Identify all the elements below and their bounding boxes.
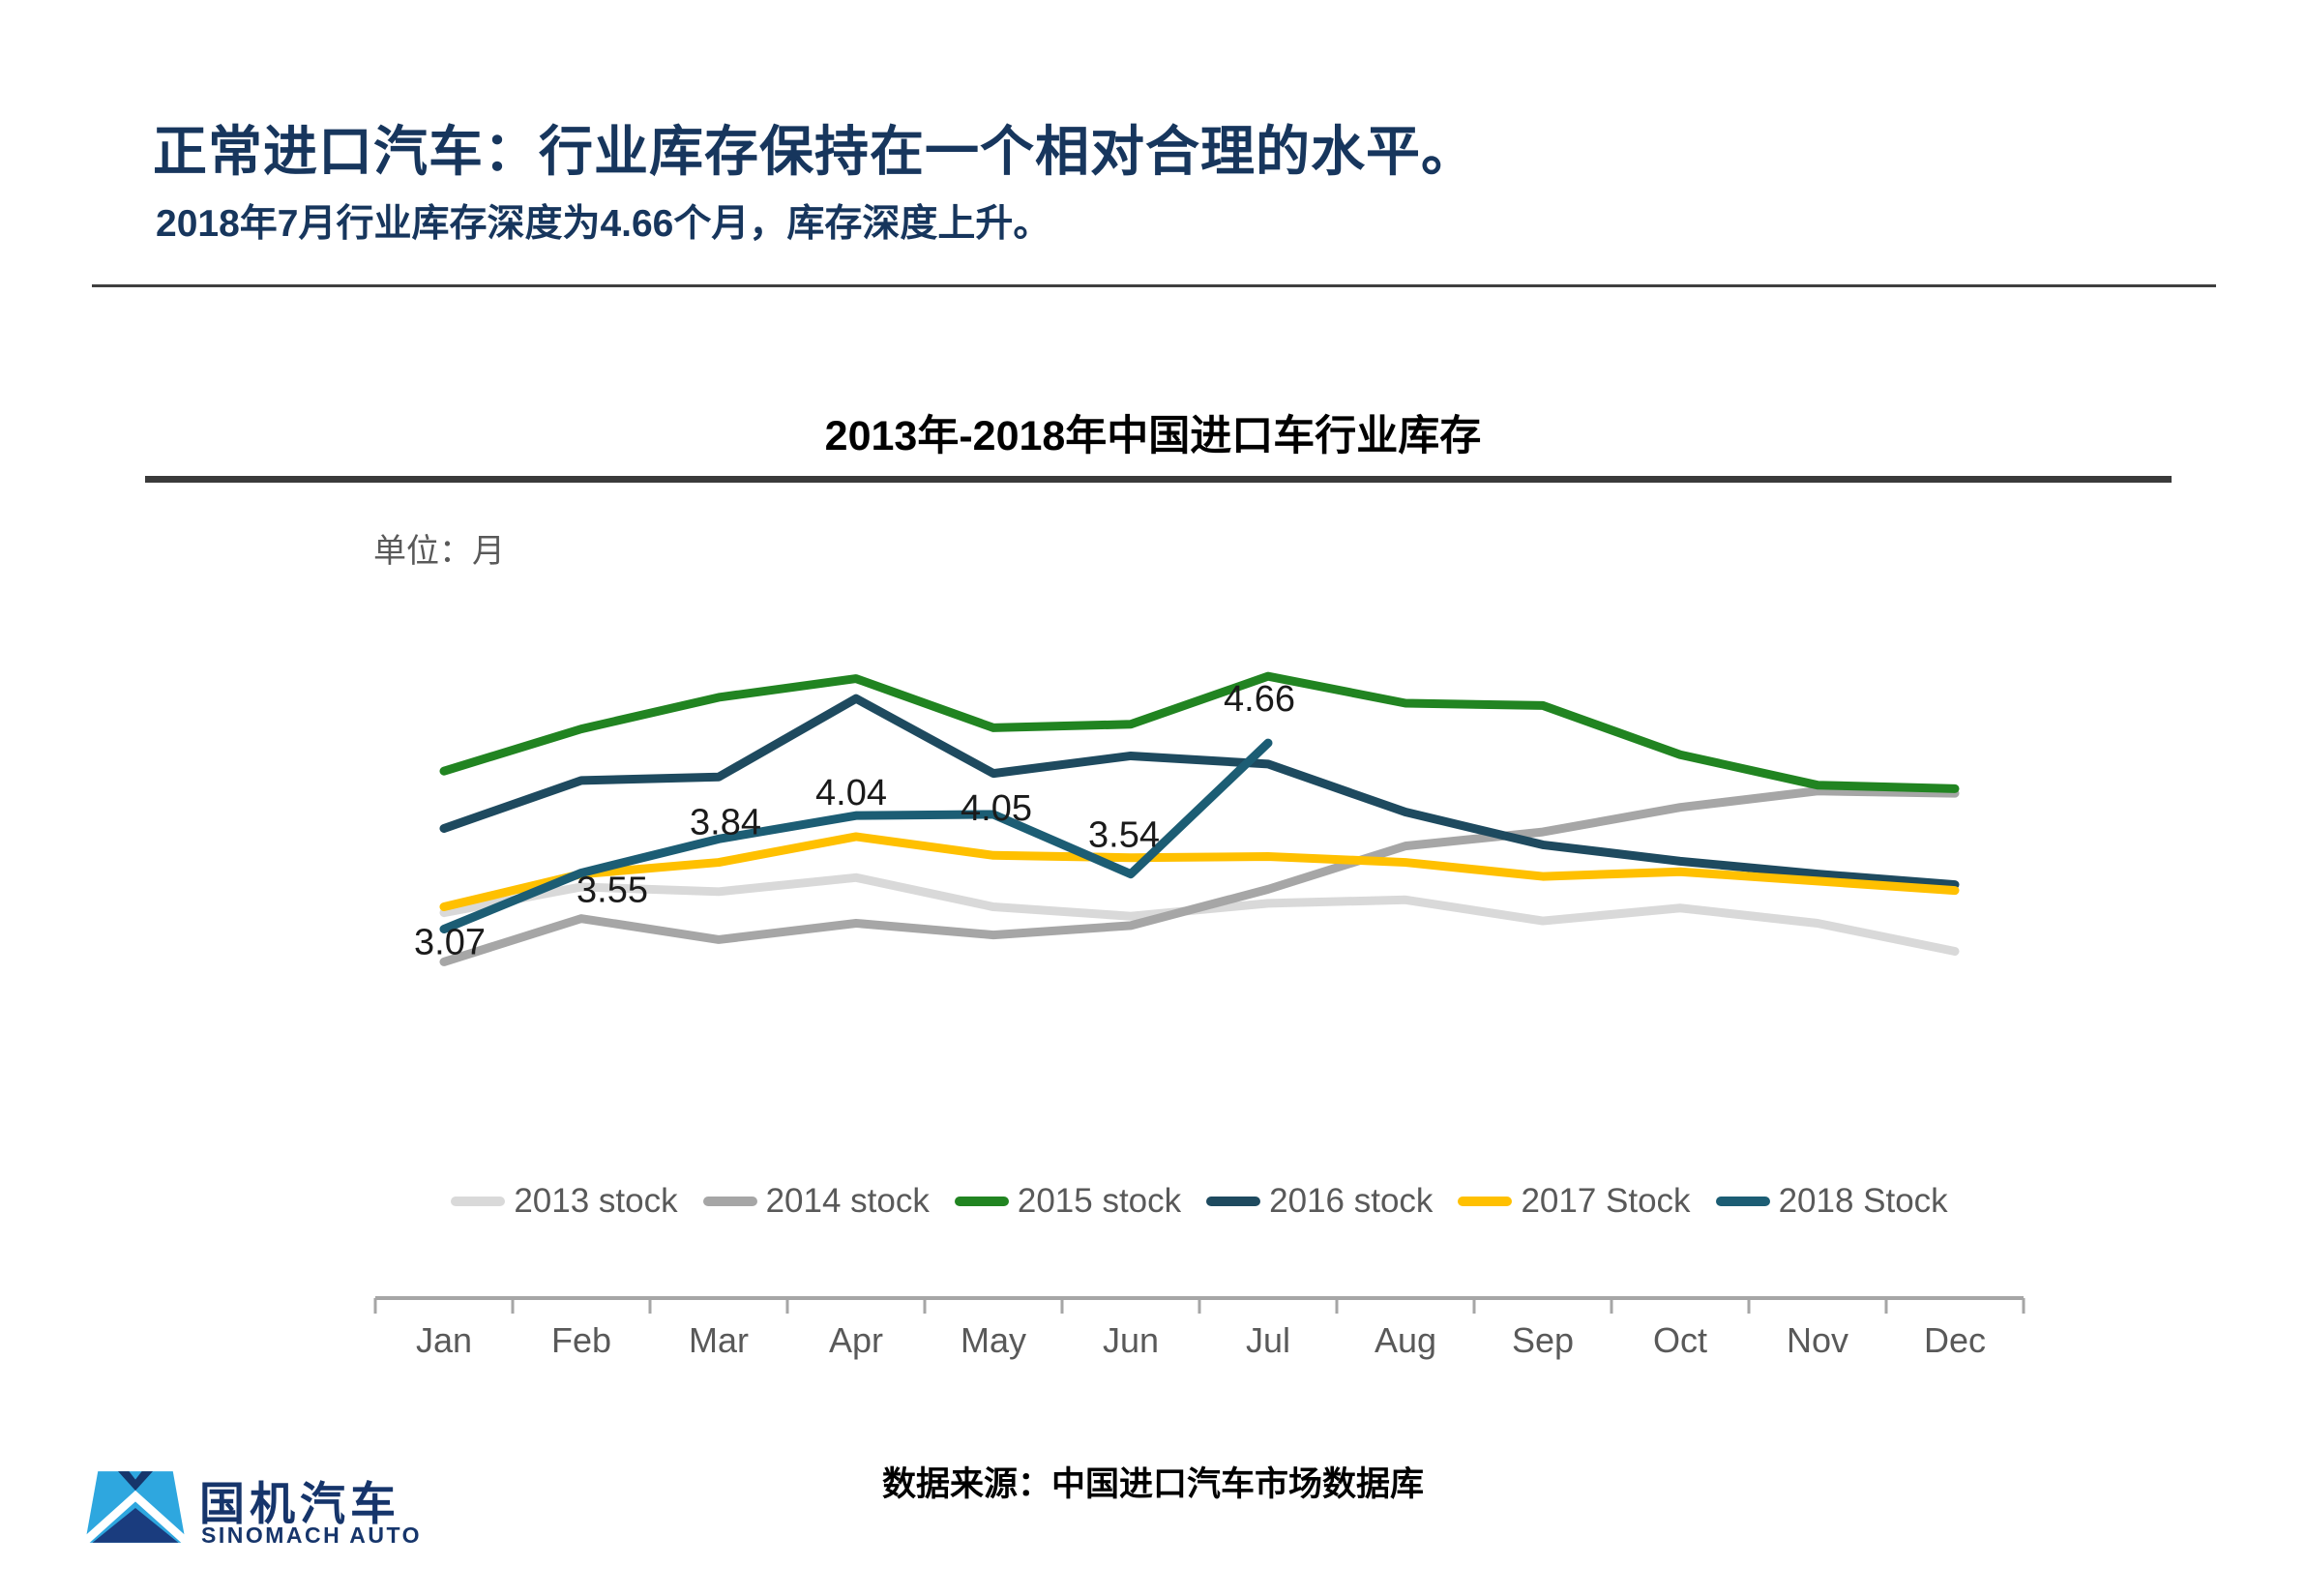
data-label: 4.05 [961,788,1032,829]
legend-label: 2014 stock [765,1182,930,1220]
data-label: 4.04 [815,773,887,813]
header-divider [92,284,2216,287]
page-subtitle: 2018年7月行业库存深度为4.66个月，库存深度上升。 [156,203,1051,245]
x-axis-label: Feb [551,1320,611,1360]
legend-swatch [451,1197,506,1206]
data-label: 4.66 [1224,679,1295,720]
x-axis-label: Aug [1375,1320,1436,1360]
series-line-2013-stock [439,872,1960,957]
data-label: 3.55 [576,870,648,910]
company-logo: 国机汽车 SINOMACH AUTO [85,1459,491,1555]
chart-title: 2013年-2018年中国进口车行业库存 [824,413,1482,459]
x-axis-label: Nov [1787,1320,1848,1360]
legend-swatch [1458,1197,1513,1206]
page-title: 正常进口汽车：行业库存保持在一个相对合理的水平。 [153,121,1476,182]
legend-label: 2016 stock [1269,1182,1434,1220]
x-axis-label: Oct [1653,1320,1707,1360]
legend-item-2016-stock: 2016 stock [1206,1182,1433,1221]
data-label: 3.84 [690,802,761,842]
chart-legend: 2013 stock 2014 stock 2015 stock 2016 stock… [329,1180,2070,1223]
series-line-2015-stock [439,671,1960,793]
y-axis-unit-label: 单位：月 [373,532,505,571]
data-label: 3.54 [1088,815,1160,856]
legend-label: 2017 Stock [1521,1182,1691,1220]
x-axis-label: Jul [1246,1320,1290,1360]
data-label: 3.07 [414,923,486,963]
legend-item-2015-stock: 2015 stock [954,1182,1182,1221]
legend-swatch [1715,1197,1770,1206]
legend-item-2013-stock: 2013 stock [451,1182,678,1221]
legend-item-2014-stock: 2014 stock [702,1182,930,1221]
x-axis-label: Apr [829,1320,883,1360]
logo-name-en: SINOMACH AUTO [201,1522,422,1548]
x-axis-label: Jan [416,1320,472,1360]
x-axis-label: Sep [1512,1320,1574,1360]
legend-swatch [954,1197,1009,1206]
data-source-note: 数据来源：中国进口汽车市场数据库 [881,1465,1424,1503]
series-line-2017-Stock [439,832,1960,912]
x-axis-label: May [961,1320,1026,1360]
legend-item-2018-Stock: 2018 Stock [1715,1182,1948,1221]
legend-label: 2015 stock [1017,1182,1182,1220]
legend-label: 2018 Stock [1778,1182,1948,1220]
legend-swatch [702,1197,757,1206]
x-axis-label: Dec [1924,1320,1986,1360]
logo-name-cn: 国机汽车 [199,1478,400,1529]
series-line-2018-Stock [439,738,1273,934]
series-line-2014-stock [439,786,1960,966]
legend-item-2017-Stock: 2017 Stock [1458,1182,1691,1221]
x-axis-label: Jun [1103,1320,1159,1360]
legend-swatch [1206,1197,1261,1206]
series-line-2016-stock [439,694,1960,890]
x-axis-label: Mar [689,1320,749,1360]
sinomach-logo-icon [85,1471,186,1548]
legend-label: 2013 stock [514,1182,678,1220]
chart-title-divider [145,476,2172,483]
